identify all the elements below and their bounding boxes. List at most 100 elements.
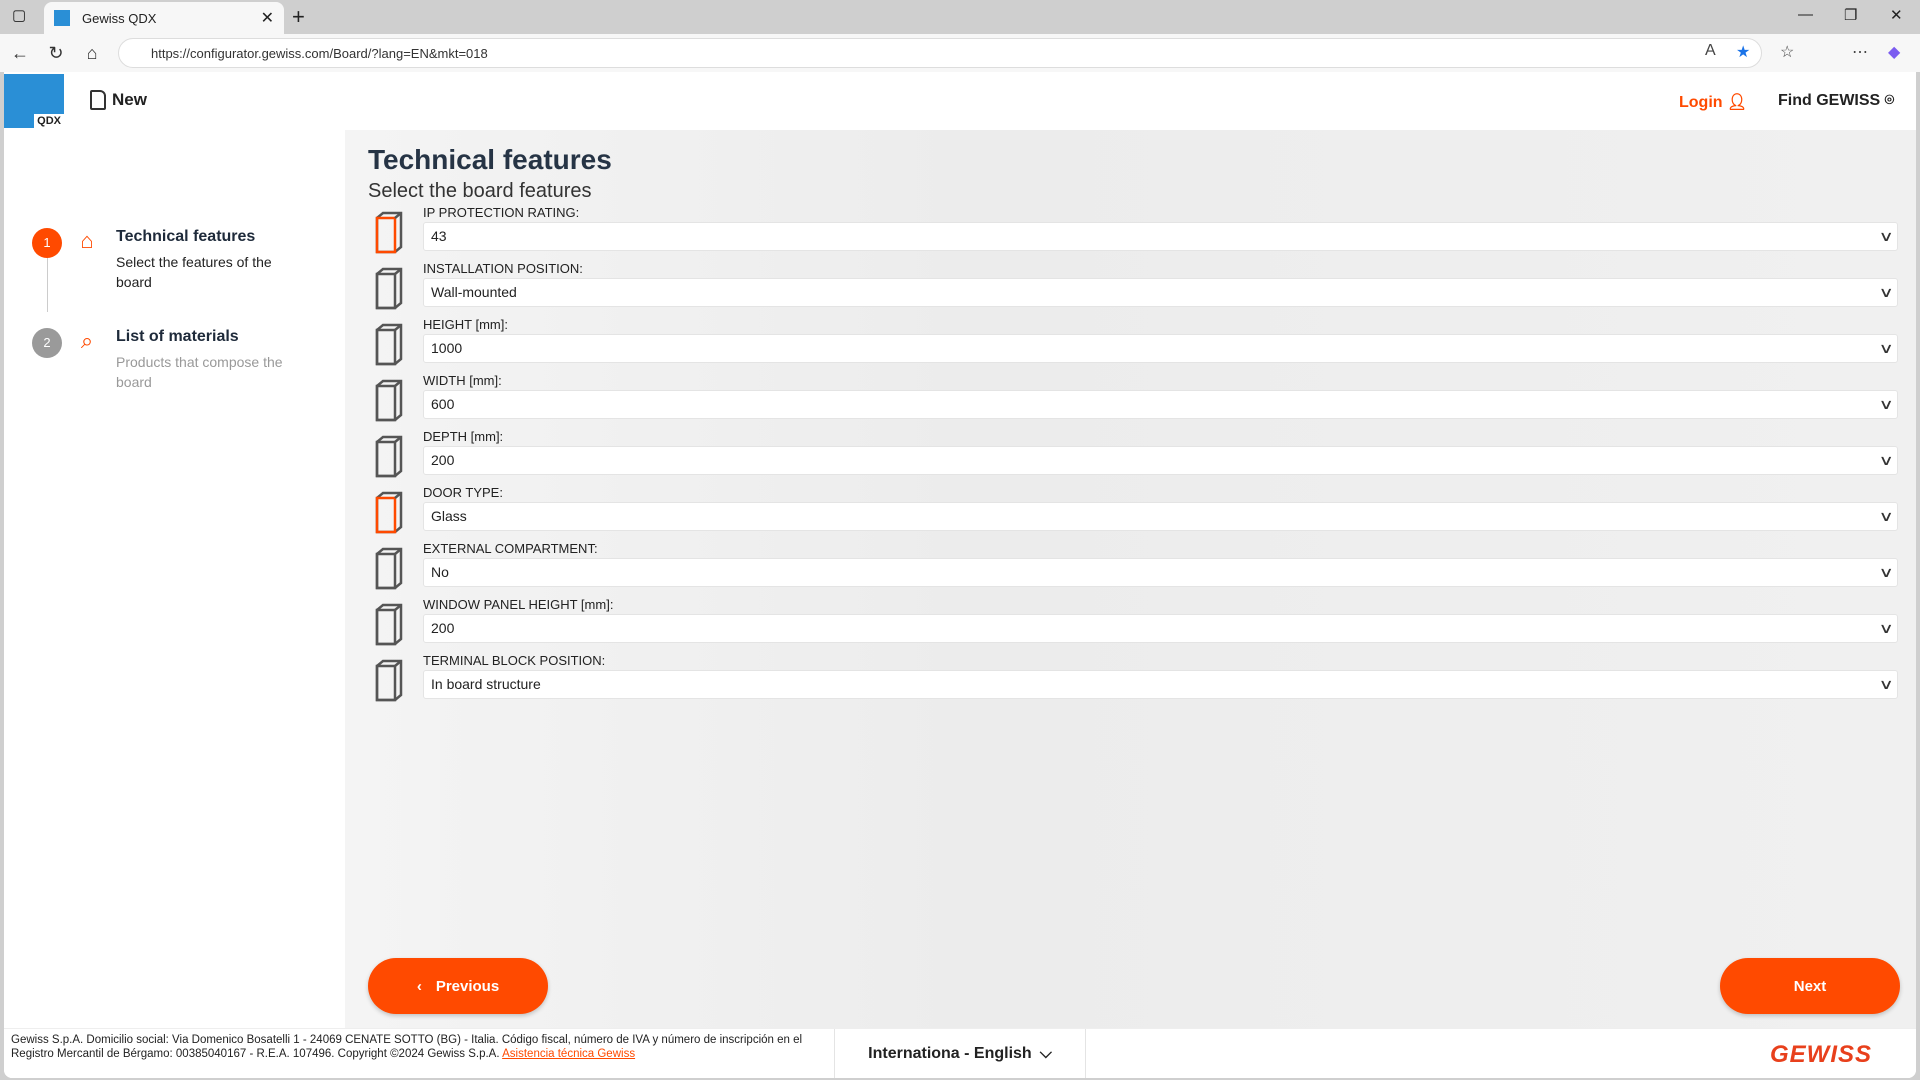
url-input[interactable]: https://configurator.gewiss.com/Board/?l…	[118, 38, 1762, 68]
field-label: EXTERNAL COMPARTMENT:	[423, 541, 598, 556]
chevron-down-icon	[1878, 284, 1893, 301]
cabinet-icon	[375, 491, 403, 534]
field-label: WINDOW PANEL HEIGHT [mm]:	[423, 597, 614, 612]
app: QDX New Login 👤︎ Find GEWISS ⌾ 1 ⌂ Techn…	[4, 72, 1916, 1078]
field-select[interactable]: In board structure	[423, 670, 1898, 699]
step-subtitle: Products that compose the board	[116, 354, 283, 390]
browser-tab[interactable]: Gewiss QDX ✕	[44, 2, 284, 34]
field-value: 200	[431, 452, 455, 468]
new-button[interactable]: New	[90, 90, 147, 110]
language-selector[interactable]: Internationa - English ⌵	[834, 1029, 1086, 1078]
field-value: 200	[431, 620, 455, 636]
field-label: TERMINAL BLOCK POSITION:	[423, 653, 606, 668]
field-select[interactable]: 43	[423, 222, 1898, 251]
steps-sidebar: 1 ⌂ Technical features Select the feature…	[4, 130, 345, 1028]
chevron-down-icon	[1878, 228, 1893, 245]
new-label: New	[112, 90, 147, 109]
step-connector	[47, 254, 48, 312]
chevron-down-icon	[1878, 676, 1893, 693]
field-value: 43	[431, 228, 447, 244]
favorites-icon[interactable]: ☆	[1780, 44, 1795, 61]
restore-icon[interactable]: ❐	[1844, 7, 1858, 24]
field-select[interactable]: 600	[423, 390, 1898, 419]
field-label: DEPTH [mm]:	[423, 429, 504, 444]
chevron-down-icon	[1878, 564, 1893, 581]
field-value: 1000	[431, 340, 463, 356]
back-icon[interactable]: ←	[11, 42, 29, 63]
language-label: Internationa - English	[868, 1045, 1032, 1062]
step-number: 1	[32, 228, 62, 258]
url-text: https://configurator.gewiss.com/Board/?l…	[151, 45, 488, 61]
previous-label: Previous	[435, 977, 500, 995]
file-icon	[90, 90, 106, 110]
field-select[interactable]: 200	[423, 614, 1898, 643]
read-aloud-icon[interactable]: A	[1705, 42, 1716, 59]
chevron-down-icon	[1878, 452, 1893, 469]
field-depth-mm: DEPTH [mm]: 200	[368, 430, 1898, 486]
field-label: INSTALLATION POSITION:	[423, 261, 583, 276]
field-select[interactable]: Glass	[423, 502, 1898, 531]
favorite-star-icon[interactable]: ★	[1736, 44, 1751, 61]
find-label: Find GEWISS	[1778, 92, 1881, 109]
find-gewiss-button[interactable]: Find GEWISS ⌾	[1778, 92, 1894, 110]
field-select[interactable]: Wall-mounted	[423, 278, 1898, 307]
field-select[interactable]: 1000	[423, 334, 1898, 363]
home-icon: ⌂	[80, 228, 94, 253]
field-value: 600	[431, 396, 455, 412]
cabinet-icon	[375, 379, 403, 422]
cabinet-icon	[375, 267, 403, 310]
field-select[interactable]: No	[423, 558, 1898, 587]
field-value: Wall-mounted	[431, 284, 517, 300]
gewiss-logo: GEWISS	[1770, 1041, 1873, 1068]
home-icon[interactable]: ⌂	[86, 42, 98, 63]
support-link[interactable]: Asistencia técnica Gewiss	[502, 1048, 636, 1060]
cabinet-icon	[375, 211, 403, 254]
previous-button[interactable]: ‹ Previous	[368, 958, 548, 1014]
step-number: 2	[32, 328, 62, 358]
step-title: List of materials	[116, 328, 239, 345]
address-bar-row: ← ↻ ⌂ https://configurator.gewiss.com/Bo…	[0, 34, 1920, 72]
chevron-down-icon	[1878, 396, 1893, 413]
field-external-compartment: EXTERNAL COMPARTMENT: No	[368, 542, 1898, 598]
field-value: Glass	[431, 508, 467, 524]
step-list-of-materials[interactable]: 2 ⌕ List of materials Products that compo…	[32, 328, 306, 392]
field-door-type: DOOR TYPE: Glass	[368, 486, 1898, 542]
logo-text: QDX	[34, 114, 64, 128]
new-tab-icon[interactable]: +	[292, 4, 305, 29]
step-subtitle: Select the features of the board	[116, 254, 272, 290]
legal-copy: Gewiss S.p.A. Domicilio social: Via Dome…	[11, 1034, 803, 1060]
field-label: HEIGHT [mm]:	[423, 317, 508, 332]
chevron-left-icon: ‹	[416, 977, 422, 995]
favicon-icon	[54, 10, 70, 26]
step-technical-features[interactable]: 1 ⌂ Technical features Select the feature…	[32, 228, 306, 292]
next-button[interactable]: Next	[1720, 958, 1900, 1014]
legal-text: Gewiss S.p.A. Domicilio social: Via Dome…	[11, 1033, 826, 1061]
login-button[interactable]: Login 👤︎	[1679, 92, 1747, 112]
reload-icon[interactable]: ↻	[48, 42, 64, 63]
page-subtitle: Select the board features	[368, 180, 592, 202]
page-title: Technical features	[368, 144, 612, 175]
main-content: Technical features Select the board feat…	[345, 130, 1916, 1028]
location-pin-icon: ⌾	[1884, 92, 1895, 109]
footer: Gewiss S.p.A. Domicilio social: Via Dome…	[4, 1028, 1916, 1078]
search-list-icon: ⌕	[80, 328, 94, 353]
next-label: Next	[1793, 977, 1827, 995]
copilot-icon[interactable]: ◆	[1888, 44, 1901, 61]
sidebar-toggle-icon[interactable]: ▢	[12, 7, 27, 24]
cabinet-icon	[375, 435, 403, 478]
tab-title: Gewiss QDX	[82, 10, 157, 26]
cabinet-icon	[375, 547, 403, 590]
more-icon[interactable]: ⋯	[1852, 44, 1868, 61]
cabinet-icon	[375, 603, 403, 646]
field-terminal-block-position: TERMINAL BLOCK POSITION: In board struct…	[368, 654, 1898, 710]
user-icon: 👤︎	[1727, 94, 1748, 111]
field-value: No	[431, 564, 449, 580]
app-header: QDX New Login 👤︎ Find GEWISS ⌾	[4, 72, 1916, 130]
field-select[interactable]: 200	[423, 446, 1898, 475]
field-window-panel-height-mm: WINDOW PANEL HEIGHT [mm]: 200	[368, 598, 1898, 654]
qdx-logo[interactable]: QDX	[4, 74, 64, 128]
browser-tab-bar: ▢ Gewiss QDX ✕ + — ❐ ✕	[0, 0, 1920, 34]
minimize-icon[interactable]: —	[1798, 6, 1813, 23]
close-tab-icon[interactable]: ✕	[260, 10, 274, 27]
close-window-icon[interactable]: ✕	[1890, 7, 1903, 24]
